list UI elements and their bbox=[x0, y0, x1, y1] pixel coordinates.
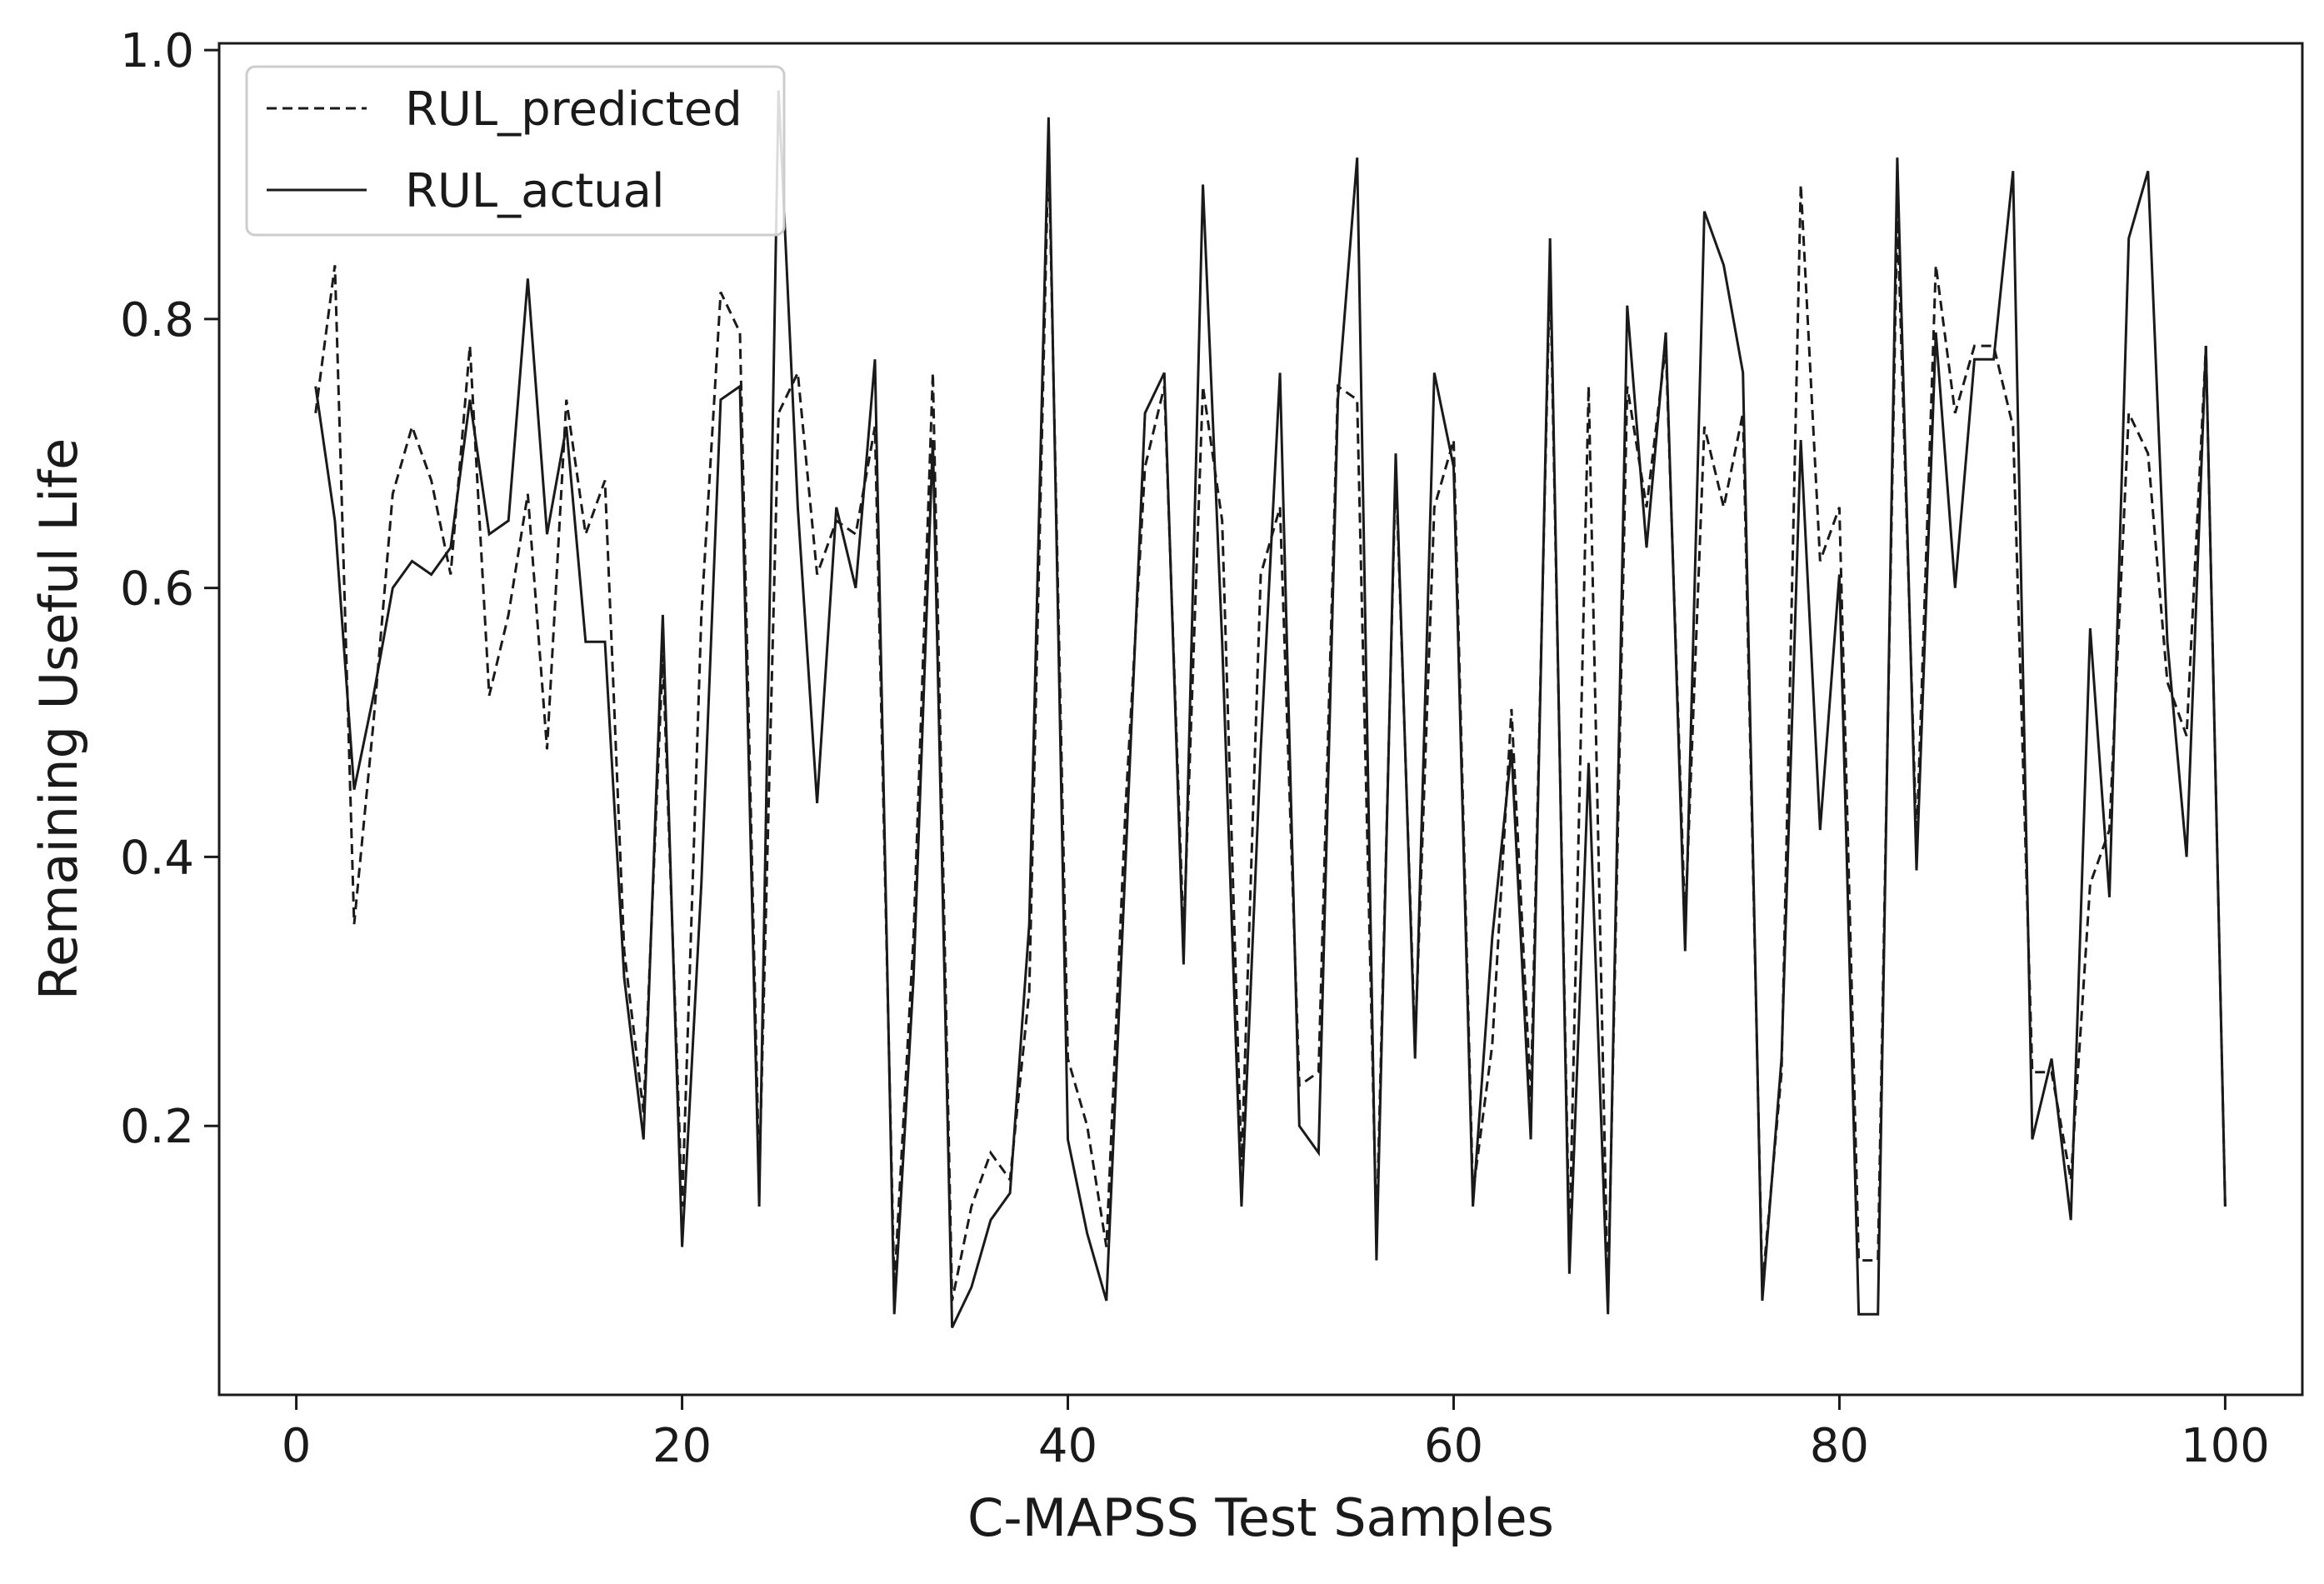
y-tick-label: 0.8 bbox=[120, 293, 194, 347]
x-tick-label: 80 bbox=[1810, 1419, 1869, 1473]
series-line-rul-predicted bbox=[314, 143, 2227, 1302]
legend-box bbox=[245, 65, 786, 237]
x-tick-label: 40 bbox=[1038, 1419, 1097, 1473]
y-tick-label: 0.4 bbox=[120, 831, 194, 885]
x-axis-label: C-MAPSS Test Samples bbox=[967, 1487, 1554, 1548]
y-tick-label: 1.0 bbox=[120, 24, 194, 78]
legend-label-predicted: RUL_predicted bbox=[405, 82, 742, 137]
y-tick-label: 0.6 bbox=[120, 562, 194, 617]
plot-frame bbox=[217, 42, 2304, 1397]
x-ticks: 0 20 40 60 80 100 bbox=[282, 1395, 2270, 1473]
legend-label-actual: RUL_actual bbox=[405, 164, 665, 218]
x-tick-label: 100 bbox=[2181, 1419, 2270, 1473]
x-tick-label: 20 bbox=[652, 1419, 712, 1473]
x-tick-label: 60 bbox=[1424, 1419, 1483, 1473]
y-ticks: 0.2 0.4 0.6 0.8 1.0 bbox=[120, 24, 219, 1154]
y-tick-label: 0.2 bbox=[120, 1100, 194, 1154]
series-layer bbox=[314, 90, 2227, 1328]
legend: RUL_predicted RUL_actual bbox=[245, 65, 786, 237]
x-tick-label: 0 bbox=[282, 1419, 312, 1473]
series-line-rul-actual bbox=[314, 90, 2227, 1328]
y-axis-label: Remaining Useful Life bbox=[28, 438, 89, 1001]
